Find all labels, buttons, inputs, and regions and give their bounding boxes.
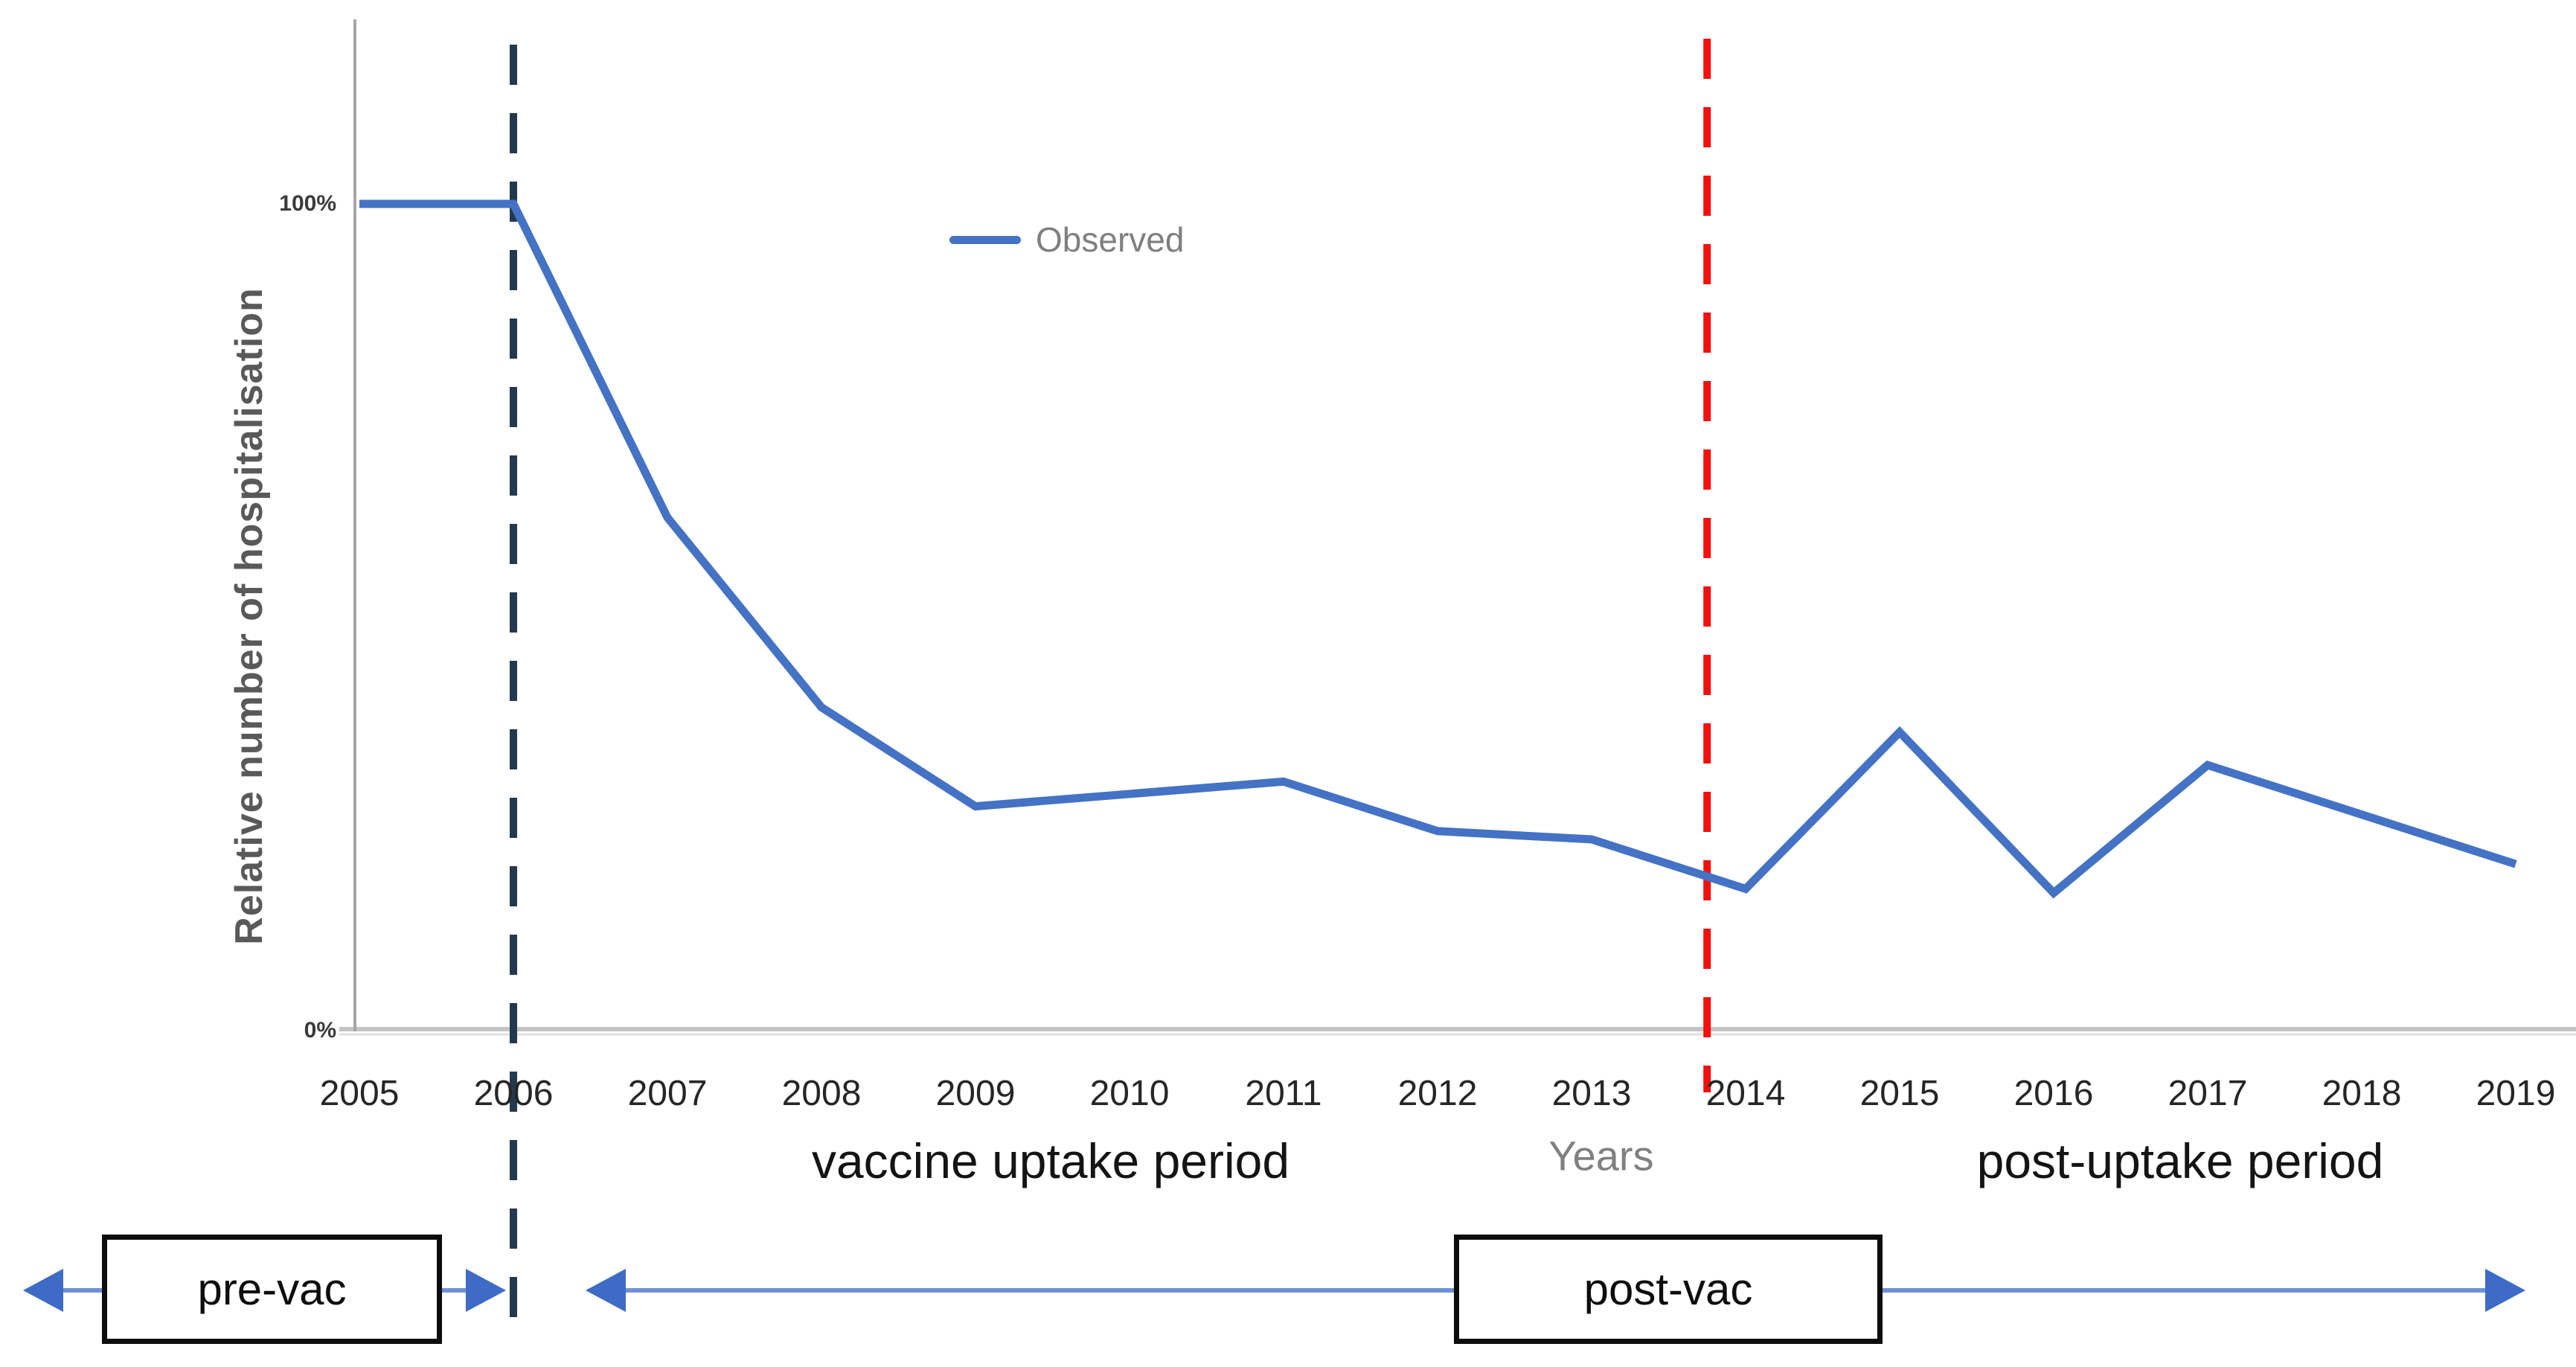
legend: Observed [949,220,1184,259]
annotation-post-uptake-period: post-uptake period [1976,1133,2384,1188]
series-line-observed [359,199,2517,899]
legend-label-observed: Observed [1036,220,1185,259]
x-tick-2015: 2015 [1859,1074,1940,1113]
pre-vac-label: pre-vac [197,1264,347,1314]
post-vac-left-arrowhead [586,1269,626,1312]
x-tick-2014: 2014 [1705,1074,1786,1113]
annotation-vaccine-uptake-period: vaccine uptake period [811,1133,1290,1188]
x-tick-2012: 2012 [1397,1074,1478,1113]
x-tick-2006: 2006 [473,1074,554,1113]
x-tick-2008: 2008 [781,1074,862,1113]
x-tick-2005: 2005 [319,1074,400,1113]
x-axis-title: Years [1548,1132,1654,1179]
y-tick-100: 100% [279,191,336,216]
post-vac-right-arrowhead [2485,1269,2525,1312]
y-tick-0: 0% [304,1018,336,1043]
x-tick-2009: 2009 [935,1074,1016,1113]
pre-vac-left-arrowhead [23,1269,63,1312]
x-tick-2018: 2018 [2322,1074,2402,1113]
x-tick-2007: 2007 [627,1074,708,1113]
pre-vac-right-arrowhead [466,1269,506,1312]
x-tick-2019: 2019 [2476,1074,2556,1113]
legend-line-swatch [949,235,1021,244]
x-tick-2011: 2011 [1245,1074,1322,1113]
x-tick-2017: 2017 [2168,1074,2248,1113]
x-tick-2010: 2010 [1089,1074,1170,1113]
post-vac-box: post-vac [1454,1235,1883,1344]
y-axis-title: Relative number of hospitalisation [228,287,271,945]
x-tick-2013: 2013 [1551,1074,1632,1113]
post-vac-label: post-vac [1583,1264,1753,1314]
x-tick-2016: 2016 [2013,1074,2094,1113]
pre-vac-box: pre-vac [102,1235,442,1344]
